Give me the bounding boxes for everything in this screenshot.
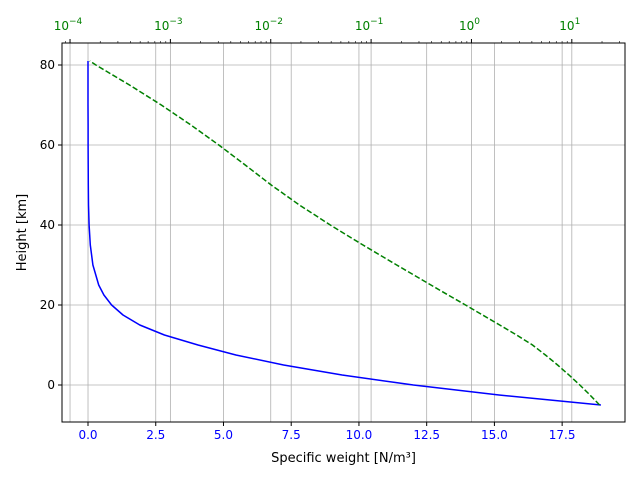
top-x-tick-label: 101	[559, 17, 580, 33]
top-x-tick-label: 10−4	[54, 17, 83, 33]
plot-frame	[61, 42, 626, 423]
top-x-tick-label: 10−1	[355, 17, 384, 33]
x-tick-label: 15.0	[481, 428, 508, 442]
x-tick-label: 0.0	[78, 428, 97, 442]
top-x-tick-label: 10−3	[154, 17, 183, 33]
x-tick-label: 7.5	[282, 428, 301, 442]
y-axis-label: Height [km]	[15, 194, 30, 271]
y-tick-label: 80	[40, 58, 55, 72]
ticks: 0.0 2.5 5.0 7.5 10.0 12.5 15.0 17.5 0 20 40 60 80 10−…	[40, 17, 620, 442]
grid	[62, 43, 625, 422]
series-layer	[87, 60, 601, 406]
blue-series-line	[87, 61, 601, 406]
green-series-line	[89, 60, 601, 406]
y-tick-label: 20	[40, 298, 55, 312]
top-x-tick-label: 100	[459, 17, 480, 33]
x-tick-label: 17.5	[549, 428, 576, 442]
x-tick-label: 2.5	[146, 428, 165, 442]
y-tick-label: 0	[47, 378, 55, 392]
x-axis-label: Specific weight [N/m³]	[271, 451, 416, 466]
x-tick-label: 12.5	[413, 428, 440, 442]
y-tick-label: 60	[40, 138, 55, 152]
x-tick-label: 10.0	[346, 428, 373, 442]
x-tick-label: 5.0	[214, 428, 233, 442]
top-x-tick-label: 10−2	[254, 17, 283, 33]
y-tick-label: 40	[40, 218, 55, 232]
